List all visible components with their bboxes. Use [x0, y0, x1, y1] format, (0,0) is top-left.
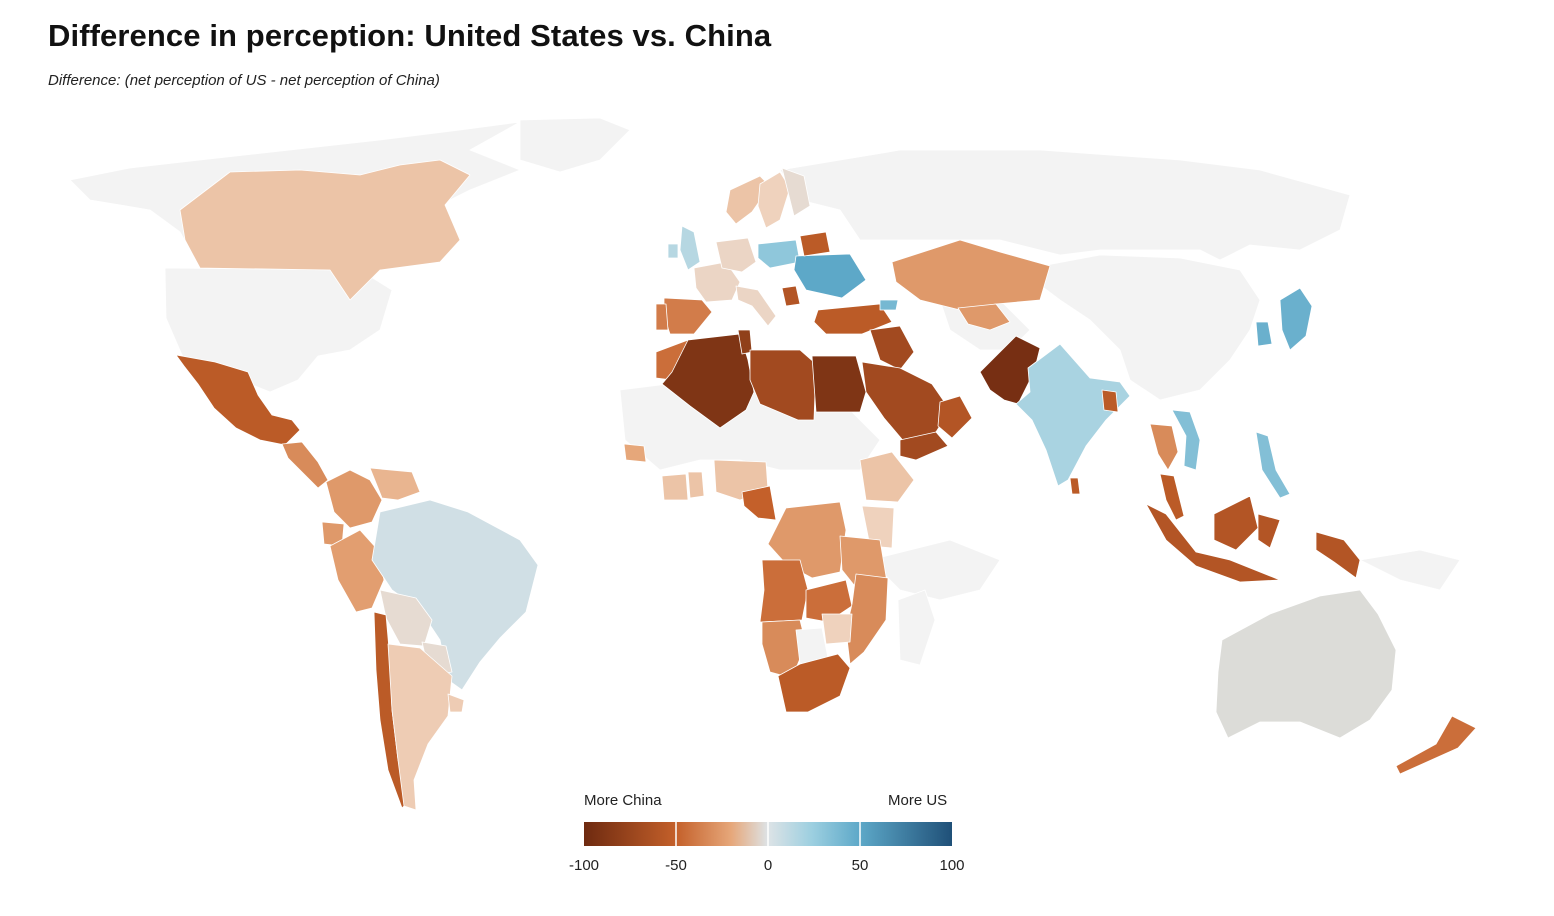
country-georgia [879, 299, 899, 311]
no-data-land [869, 539, 1001, 601]
country-kazakhstan [891, 239, 1051, 311]
country-serbia [781, 285, 801, 307]
page-subtitle: Difference: (net perception of US - net … [48, 72, 440, 89]
country-portugal [655, 303, 669, 331]
country-philippines [1255, 431, 1291, 499]
country-japan [1279, 287, 1313, 351]
no-data-land [164, 267, 393, 393]
country-pakistan [979, 335, 1041, 405]
country-zimbabwe [821, 613, 853, 645]
page-title: Difference in perception: United States … [48, 18, 772, 53]
country-dr-congo [767, 501, 847, 579]
country-south-korea [1255, 321, 1273, 347]
country-uzbekistan [957, 303, 1011, 331]
legend-tick-label: 0 [763, 857, 773, 874]
country-canada [179, 159, 471, 301]
legend-right-label: More US [888, 792, 948, 809]
country-mexico [175, 354, 301, 446]
country-peru [329, 529, 385, 613]
country-senegal [623, 443, 647, 463]
legend-color-bar [584, 822, 952, 846]
legend-tick-label: -100 [568, 857, 600, 874]
country-argentina [387, 643, 453, 811]
country-egypt [811, 355, 867, 413]
country-vietnam [1171, 409, 1201, 471]
country-mozambique [845, 573, 889, 665]
country-thailand [1149, 423, 1179, 471]
country-sweden [757, 171, 791, 229]
country-kenya [861, 505, 895, 549]
legend-left-label: More China [584, 792, 662, 809]
country-saudi-arabia [861, 361, 951, 445]
country-central-america [281, 441, 329, 489]
country-papua-new-guinea [1315, 531, 1361, 579]
country-south-africa [777, 653, 851, 713]
country-belarus [799, 231, 831, 257]
country-italy [735, 285, 777, 327]
country-libya [749, 349, 817, 421]
country-ukraine [793, 253, 867, 299]
country-germany [715, 237, 757, 273]
country-iraq [869, 325, 915, 371]
country-bangladesh [1101, 389, 1119, 413]
country-ghana [687, 471, 705, 499]
country-ivory-coast [661, 473, 689, 501]
country-new-zealand [1395, 715, 1477, 775]
no-data-land [1359, 549, 1461, 591]
country-venezuela [369, 467, 421, 501]
country-sri-lanka [1069, 477, 1081, 495]
country-poland [757, 239, 801, 269]
country-spain [663, 297, 713, 335]
country-angola [759, 559, 809, 623]
legend-tick-label: -50 [665, 857, 687, 874]
legend-tick-label: 50 [851, 857, 869, 874]
country-ethiopia [859, 451, 915, 503]
no-data-land [519, 117, 631, 173]
country-uruguay [447, 693, 465, 713]
country-india [1015, 343, 1131, 487]
country-ireland [667, 243, 679, 259]
country-malaysia [1159, 473, 1185, 521]
country-oman [937, 395, 973, 439]
country-indonesia [1145, 495, 1281, 583]
country-finland [781, 167, 811, 217]
country-cameroon [741, 485, 777, 521]
map-land [69, 117, 1477, 811]
legend-tick-label: 100 [939, 857, 965, 874]
no-data-land [779, 149, 1351, 261]
country-colombia [325, 469, 383, 529]
no-data-land [1019, 254, 1261, 401]
no-data-land [897, 589, 936, 666]
country-australia [1215, 589, 1397, 739]
country-yemen [899, 431, 949, 461]
country-united-kingdom [679, 225, 701, 271]
country-norway [725, 175, 771, 225]
